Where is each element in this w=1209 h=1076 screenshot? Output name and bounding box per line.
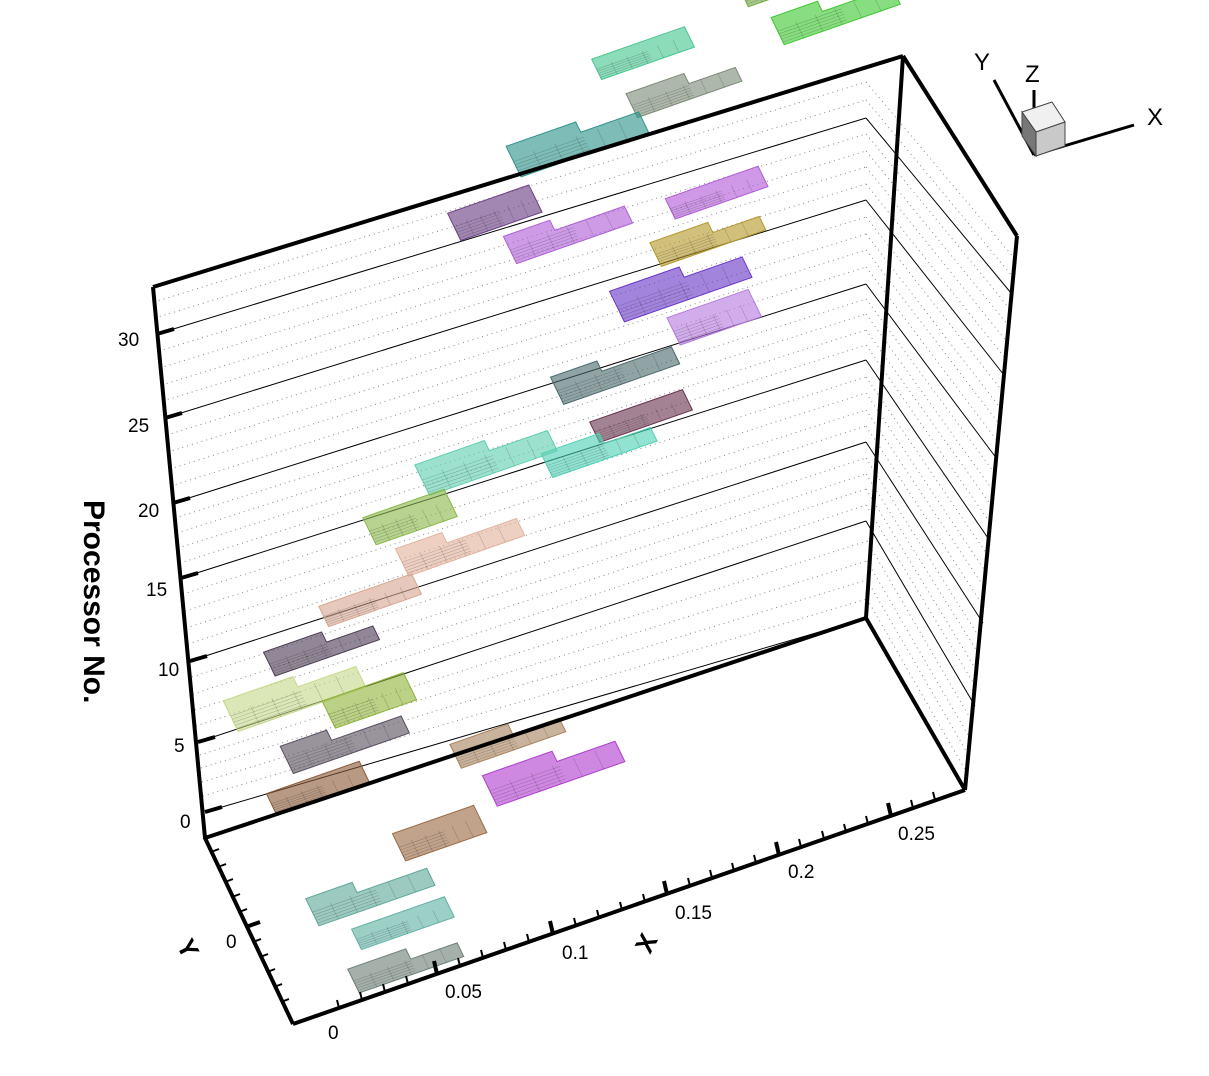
processor-patch-14: [414, 429, 558, 497]
y-axis-title: Y: [171, 934, 206, 963]
orientation-triad: X Y Z: [974, 49, 1163, 158]
processor-mesh-1: [356, 910, 440, 948]
right-wall-minor-gridlines: [865, 81, 1015, 774]
triad-z-label: Z: [1025, 61, 1040, 88]
processor-patch-8: [321, 672, 418, 729]
x-tick-0.05: 0.05: [445, 982, 482, 1003]
z-axis-title: Processor No.: [77, 500, 110, 703]
processor-patch-25: [625, 66, 743, 119]
x-tick-0.25: 0.25: [898, 824, 935, 845]
processor-patch-19: [608, 256, 753, 323]
processor-patches: [222, 0, 901, 994]
processor-mesh-18: [673, 304, 749, 343]
right-wall-gridlines: [865, 117, 1012, 791]
z-tick-20: 20: [138, 501, 159, 522]
processor-mesh-16: [594, 403, 678, 441]
processor-mesh-28: [745, 0, 763, 5]
x-tick-0.2: 0.2: [788, 862, 814, 883]
x-axis-title: X: [629, 928, 664, 958]
processor-patch-27: [770, 0, 901, 46]
processor-mesh-22: [509, 213, 614, 262]
processor-patch-20: [649, 215, 767, 268]
processor-patch-28: [744, 0, 770, 8]
z-tick-0: 0: [180, 812, 191, 833]
processor-mesh-19: [616, 266, 732, 320]
processor-patch-12: [394, 517, 526, 577]
x-tick-labels: 0 0.05 0.1 0.15 0.2 0.25: [328, 824, 935, 1044]
processor-mesh-7: [286, 723, 391, 772]
x-axis-minor-ticks: [336, 791, 936, 1009]
processor-patch-21: [664, 165, 769, 220]
x-tick-0.1: 0.1: [562, 943, 588, 964]
processor-patch-18: [666, 288, 763, 346]
z-tick-10: 10: [158, 660, 179, 681]
y-axis-ticks: [210, 848, 290, 1003]
processor-patch-0: [347, 942, 465, 994]
axis-box: [151, 54, 1019, 1026]
processor-mesh-12: [402, 525, 506, 574]
processor-patch-7: [279, 715, 411, 775]
x-axis-ticks: [432, 802, 893, 975]
z-axis-ticks: [156, 327, 223, 814]
processor-patch-17: [549, 346, 681, 406]
processor-mesh-17: [557, 354, 661, 402]
processor-patch-23: [446, 184, 543, 242]
processor-patch-2: [305, 867, 436, 927]
y-tick-0: 0: [226, 932, 237, 953]
triad-x-label: X: [1147, 104, 1163, 131]
processor-mesh-8: [328, 688, 404, 726]
processor-mesh-4: [489, 750, 604, 804]
triad-cube-right: [1035, 121, 1066, 157]
processor-patch-1: [350, 896, 455, 951]
z-tick-labels: 0 5 10 15 20 25 30: [118, 330, 191, 833]
processor-mesh-3: [398, 820, 474, 859]
z-tick-30: 30: [118, 330, 139, 351]
processor-mesh-14: [422, 439, 537, 493]
y-axis-major-tick: [245, 920, 261, 929]
processor-mesh-2: [312, 875, 416, 924]
processor-mesh-6: [271, 774, 354, 813]
processor-mesh-20: [655, 221, 749, 265]
z-tick-5: 5: [174, 736, 185, 757]
processor-mesh-26: [596, 40, 680, 78]
processor-mesh-10: [269, 631, 363, 674]
processor-mesh-13: [369, 504, 445, 543]
x-tick-0: 0: [328, 1023, 339, 1044]
x-tick-0.15: 0.15: [675, 903, 712, 924]
processor-mesh-23: [454, 200, 529, 239]
processor-mesh-9: [230, 675, 345, 729]
z-tick-15: 15: [146, 580, 167, 601]
z-tick-25: 25: [128, 416, 149, 437]
processor-mesh-27: [777, 0, 882, 43]
processor-mesh-15: [546, 432, 640, 476]
processor-patch-3: [391, 804, 488, 862]
processor-patch-16: [589, 388, 694, 444]
processor-mesh-21: [670, 179, 753, 218]
processor-mesh-11: [323, 587, 407, 625]
processor-patch-4: [481, 740, 626, 807]
triad-y-label: Y: [974, 49, 990, 76]
processor-mesh-0: [353, 948, 447, 991]
processor-mesh-25: [631, 72, 725, 116]
processor-patch-22: [502, 205, 634, 265]
processor-patch-10: [262, 625, 381, 677]
processor-patch-11: [318, 573, 423, 628]
processor-patch-13: [362, 488, 458, 546]
processor-patch-26: [591, 26, 696, 81]
